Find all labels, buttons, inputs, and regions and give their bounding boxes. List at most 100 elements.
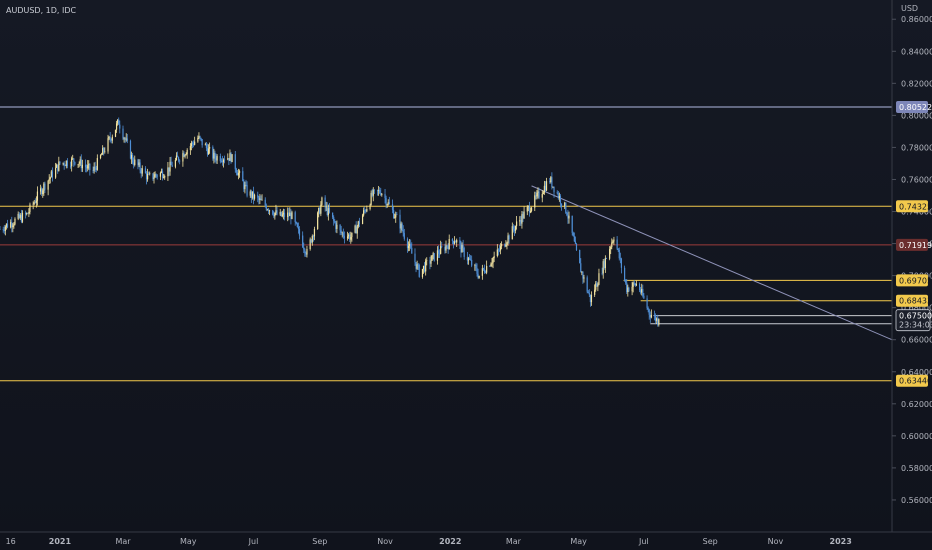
candle-body: [122, 128, 124, 139]
candle-body: [152, 173, 154, 179]
candle-body: [66, 160, 68, 166]
candle-body: [523, 211, 525, 219]
candle-body: [572, 232, 574, 237]
trendline[interactable]: [531, 185, 893, 341]
candle-body: [228, 158, 230, 161]
candle-body: [48, 178, 50, 181]
candle-body: [565, 202, 567, 213]
candle-body: [497, 249, 500, 251]
candle-body: [542, 192, 544, 195]
x-tick-label: 2021: [49, 537, 72, 546]
candle-body: [447, 246, 449, 250]
price-axis[interactable]: 0.86000 0.84000 0.82000 0.80000 0.78000 0.760…: [891, 0, 932, 532]
candle-body: [394, 217, 396, 219]
x-tick-label: May: [180, 537, 197, 546]
price-labels-group: 0.805220.743250.719190.697050.684330.669…: [895, 101, 932, 387]
candle-body: [155, 174, 157, 176]
candle-body: [499, 246, 502, 251]
level-price-label: 0.71919: [899, 241, 932, 250]
candle-body: [656, 318, 658, 321]
candle-body: [119, 124, 121, 129]
candle-body: [11, 222, 13, 227]
candle-body: [478, 275, 480, 278]
candle-body: [18, 213, 20, 218]
candle-body: [386, 204, 388, 206]
candle-body: [369, 204, 371, 209]
candle-body: [385, 198, 387, 206]
candle-body: [334, 220, 336, 223]
candle-body: [12, 225, 14, 227]
candle-body: [200, 137, 202, 139]
candle-body: [229, 153, 231, 161]
candle-body: [287, 212, 289, 218]
trendline-group[interactable]: [531, 185, 893, 341]
x-tick-label: 2023: [830, 537, 852, 546]
candle-body: [453, 241, 456, 244]
candle-body: [13, 224, 15, 226]
candle-body: [321, 197, 323, 205]
candle-body: [280, 211, 282, 217]
candle-body: [415, 262, 417, 269]
candle-body: [617, 248, 619, 251]
y-tick-label: 0.86000: [901, 15, 932, 24]
candle-body: [244, 184, 246, 190]
candle-body: [541, 194, 543, 198]
candle-body: [186, 149, 188, 155]
candle-body: [361, 215, 364, 224]
candle-body: [460, 243, 462, 253]
y-tick-label: 0.82000: [901, 79, 932, 88]
candle-body: [411, 247, 413, 254]
candle-body: [320, 204, 322, 214]
candle-body: [295, 222, 297, 224]
candle-body: [235, 169, 237, 173]
candle-body: [201, 138, 203, 146]
candle-body: [207, 148, 210, 155]
candle-body: [231, 154, 233, 163]
candle-body: [294, 212, 296, 223]
candle-body: [416, 264, 418, 269]
candle-body: [279, 211, 281, 215]
candle-body: [343, 235, 345, 239]
candle-body: [436, 250, 439, 261]
candle-body: [171, 165, 173, 167]
candle-body: [609, 248, 611, 259]
candle-body: [535, 195, 537, 197]
candle-body: [243, 181, 245, 190]
candle-body: [298, 229, 301, 236]
candle-body: [161, 171, 164, 178]
candle-body: [587, 291, 589, 294]
candle-body: [655, 315, 657, 321]
candle-body: [511, 226, 513, 240]
candle-body: [123, 138, 125, 139]
x-tick-label: Jul: [248, 537, 259, 546]
candle-body: [508, 235, 510, 240]
candle-body: [582, 272, 584, 279]
candle-body: [160, 171, 163, 173]
time-axis[interactable]: 16 2021 Mar May Jul Sep Nov 2022 Mar May Jul Sep Nov…: [0, 531, 932, 546]
candle-body: [357, 221, 359, 227]
candle-body: [81, 164, 83, 169]
candle-body: [649, 314, 651, 318]
candle-body: [354, 225, 356, 233]
candle-body: [110, 139, 112, 141]
candle-body: [424, 265, 426, 272]
candle-body: [107, 138, 109, 152]
candle-body: [242, 171, 244, 182]
current-price-label-bg: [895, 309, 931, 332]
candle-body: [613, 239, 615, 242]
y-tick-label: 0.78000: [901, 143, 932, 152]
candle-body: [526, 207, 528, 212]
candle-body: [189, 146, 191, 150]
candle-body: [118, 119, 120, 125]
candle-body: [642, 288, 644, 296]
candle-body: [102, 148, 104, 155]
candles-group: [0, 117, 660, 327]
candle-body: [194, 141, 196, 145]
candle-body: [260, 198, 262, 201]
candle-body: [477, 273, 479, 278]
candle-body: [401, 223, 403, 231]
candle-body: [174, 160, 177, 167]
candle-body: [358, 221, 360, 224]
